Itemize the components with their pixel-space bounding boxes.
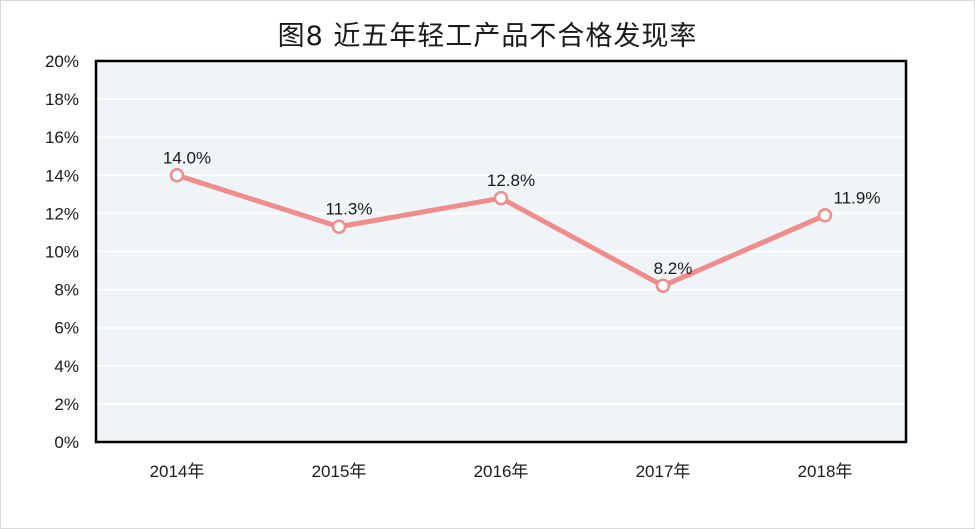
- y-tick-label: 18%: [45, 90, 79, 109]
- x-tick-label: 2016年: [474, 462, 529, 481]
- data-point: [493, 190, 509, 206]
- y-tick-label: 12%: [45, 204, 79, 223]
- grid-lines: [96, 98, 906, 405]
- data-label: 12.8%: [487, 171, 535, 190]
- data-label: 11.9%: [834, 188, 881, 207]
- x-axis-ticks: 2014年 2015年 2016年 2017年 2018年: [150, 462, 853, 481]
- data-label: 14.0%: [163, 148, 211, 167]
- x-tick-label: 2015年: [312, 462, 367, 481]
- y-tick-label: 10%: [45, 243, 79, 262]
- chart-title: 图8 近五年轻工产品不合格发现率: [277, 21, 698, 52]
- data-point: [169, 168, 185, 183]
- y-tick-label: 0%: [54, 433, 79, 452]
- y-tick-label: 20%: [45, 52, 79, 71]
- y-tick-label: 8%: [54, 281, 79, 300]
- data-markers: [169, 168, 833, 294]
- x-tick-label: 2014年: [150, 462, 205, 481]
- data-point: [331, 219, 347, 234]
- plot-border: [94, 59, 908, 444]
- y-tick-label: 6%: [54, 319, 79, 338]
- data-point: [655, 278, 671, 294]
- x-tick-label: 2017年: [636, 462, 691, 481]
- data-labels: 14.0% 11.3% 12.8% 8.2% 11.9%: [163, 148, 881, 277]
- y-tick-label: 4%: [54, 357, 79, 376]
- y-axis-ticks: 0% 2% 4% 6% 8% 10% 12% 14% 16% 18% 20%: [45, 52, 79, 452]
- data-label: 11.3%: [326, 200, 373, 219]
- data-point: [817, 208, 833, 223]
- x-tick-label: 2018年: [798, 462, 853, 481]
- y-tick-label: 14%: [45, 166, 79, 185]
- y-tick-label: 16%: [45, 128, 79, 147]
- y-tick-label: 2%: [54, 395, 79, 414]
- data-label: 8.2%: [654, 259, 693, 278]
